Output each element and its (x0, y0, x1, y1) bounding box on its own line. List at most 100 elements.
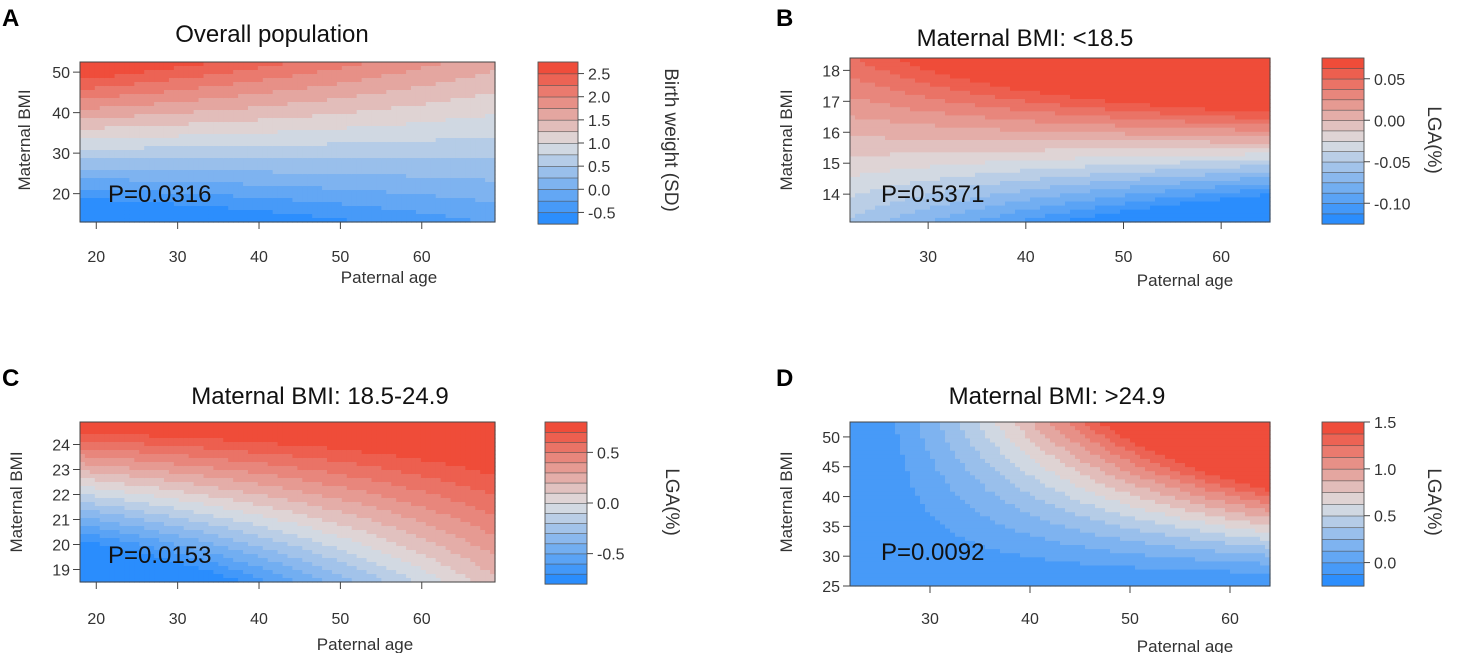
contour-cell (283, 170, 289, 175)
contour-cell (367, 166, 373, 171)
contour-cell (347, 78, 353, 83)
contour-cell (144, 110, 150, 115)
contour-cell (480, 82, 486, 87)
contour-cell (421, 90, 427, 95)
contour-cell (865, 111, 871, 116)
contour-cell (465, 62, 471, 67)
contour-cell (149, 110, 155, 115)
contour-cell (895, 103, 901, 108)
contour-cell (910, 74, 916, 79)
contour-cell (1010, 103, 1016, 108)
contour-cell (485, 102, 491, 107)
contour-cell (357, 178, 363, 183)
contour-cell (970, 148, 976, 153)
contour-cell (159, 166, 165, 171)
contour-cell (85, 134, 91, 139)
contour-cell (855, 197, 861, 202)
contour-cell (451, 154, 457, 159)
contour-cell (411, 118, 417, 123)
contour-cell (263, 82, 269, 87)
contour-cell (248, 206, 254, 211)
contour-cell (475, 158, 481, 163)
contour-cell (850, 107, 856, 112)
contour-cell (1030, 202, 1036, 207)
contour-cell (431, 74, 437, 79)
contour-cell (431, 206, 437, 211)
contour-cell (910, 91, 916, 96)
contour-cell (1000, 185, 1006, 190)
contour-cell (233, 198, 239, 203)
contour-cell (342, 194, 348, 199)
contour-cell (362, 130, 368, 135)
contour-cell (85, 194, 91, 199)
contour-cell (855, 173, 861, 178)
contour-cell (302, 214, 308, 219)
contour-cell (228, 210, 234, 215)
contour-cell (905, 120, 911, 125)
contour-cell (421, 206, 427, 211)
contour-cell (218, 166, 224, 171)
contour-cell (213, 190, 219, 195)
contour-cell (401, 110, 407, 115)
contour-cell (465, 114, 471, 119)
contour-cell (110, 174, 116, 179)
contour-cell (860, 185, 866, 190)
contour-cell (1015, 140, 1021, 145)
contour-cell (1000, 99, 1006, 104)
contour-cell (204, 94, 210, 99)
contour-cell (421, 166, 427, 171)
contour-cell (455, 98, 461, 103)
contour-cell (164, 170, 170, 175)
legend-colorbar (538, 62, 578, 224)
contour-cell (312, 206, 318, 211)
contour-cell (1035, 197, 1041, 202)
contour-cell (441, 82, 447, 87)
contour-cell (480, 158, 486, 163)
contour-cell (885, 66, 891, 71)
contour-cell (1035, 115, 1041, 120)
contour-cell (1000, 152, 1006, 157)
contour-cell (159, 82, 165, 87)
contour-cell (441, 174, 447, 179)
contour-cell (441, 182, 447, 187)
legend-swatch (538, 74, 578, 86)
contour-cell (1035, 144, 1041, 149)
contour-cell (416, 206, 422, 211)
contour-cell (218, 114, 224, 119)
contour-cell (406, 174, 412, 179)
contour-cell (327, 82, 333, 87)
contour-cell (263, 90, 269, 95)
contour-cell (1025, 169, 1031, 174)
contour-cell (421, 154, 427, 159)
contour-cell (990, 161, 996, 166)
contour-cell (362, 94, 368, 99)
contour-cell (401, 146, 407, 151)
contour-cell (1040, 177, 1046, 182)
contour-cell (327, 78, 333, 83)
contour-cell (860, 173, 866, 178)
contour-cell (1000, 83, 1006, 88)
contour-cell (920, 99, 926, 104)
contour-cell (990, 120, 996, 125)
contour-cell (100, 94, 106, 99)
contour-cell (975, 140, 981, 145)
contour-cell (480, 62, 486, 67)
contour-cell (1035, 132, 1041, 137)
contour-cell (302, 178, 308, 183)
contour-cell (297, 78, 303, 83)
contour-cell (194, 146, 200, 151)
contour-cell (352, 66, 358, 71)
contour-cell (875, 193, 881, 198)
contour-cell (194, 74, 200, 79)
contour-cell (1015, 107, 1021, 112)
contour-cell (900, 74, 906, 79)
contour-cell (411, 166, 417, 171)
contour-cell (935, 66, 941, 71)
contour-cell (1030, 91, 1036, 96)
contour-cell (465, 174, 471, 179)
contour-cell (342, 82, 348, 87)
contour-cell (436, 98, 442, 103)
contour-cell (485, 174, 491, 179)
contour-cell (253, 166, 259, 171)
contour-cell (129, 214, 135, 219)
